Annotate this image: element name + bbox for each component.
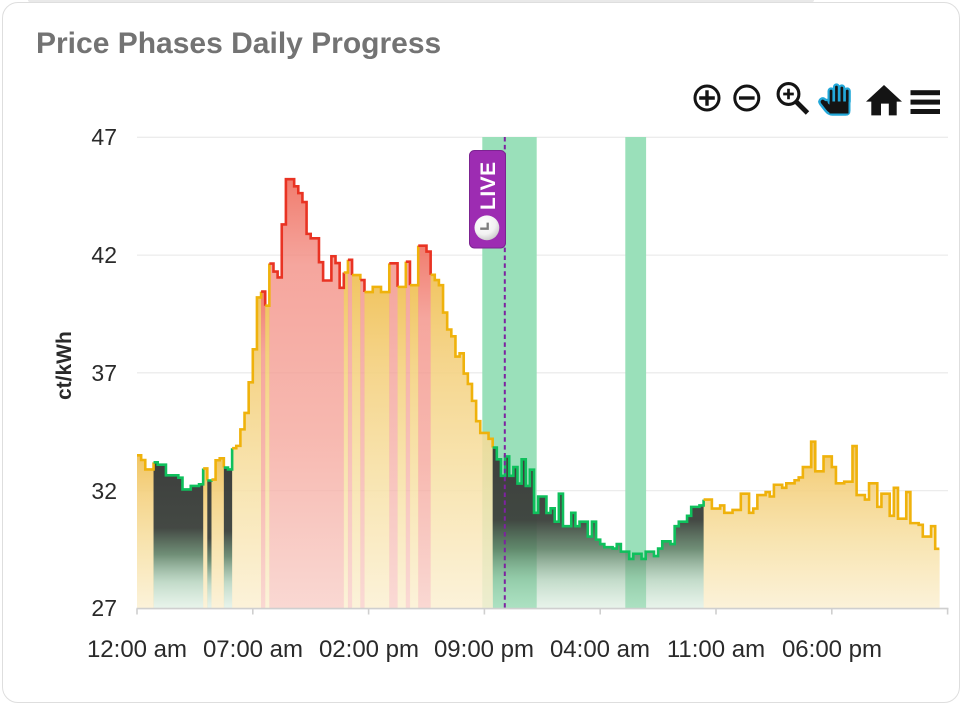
svg-text:42: 42 [91, 242, 117, 268]
svg-text:ct/kWh: ct/kWh [53, 331, 76, 400]
svg-text:09:00 pm: 09:00 pm [434, 636, 534, 663]
svg-text:02:00 pm: 02:00 pm [319, 636, 419, 663]
svg-text:04:00 am: 04:00 am [550, 636, 650, 663]
svg-text:06:00 pm: 06:00 pm [782, 636, 882, 663]
svg-text:32: 32 [91, 478, 117, 504]
svg-text:47: 47 [91, 124, 117, 150]
svg-text:12:00 am: 12:00 am [87, 636, 187, 663]
svg-text:37: 37 [91, 360, 117, 386]
svg-text:07:00 am: 07:00 am [203, 636, 303, 663]
svg-text:27: 27 [91, 595, 117, 621]
svg-text:11:00 am: 11:00 am [667, 636, 765, 663]
svg-text:LIVE: LIVE [477, 161, 500, 210]
